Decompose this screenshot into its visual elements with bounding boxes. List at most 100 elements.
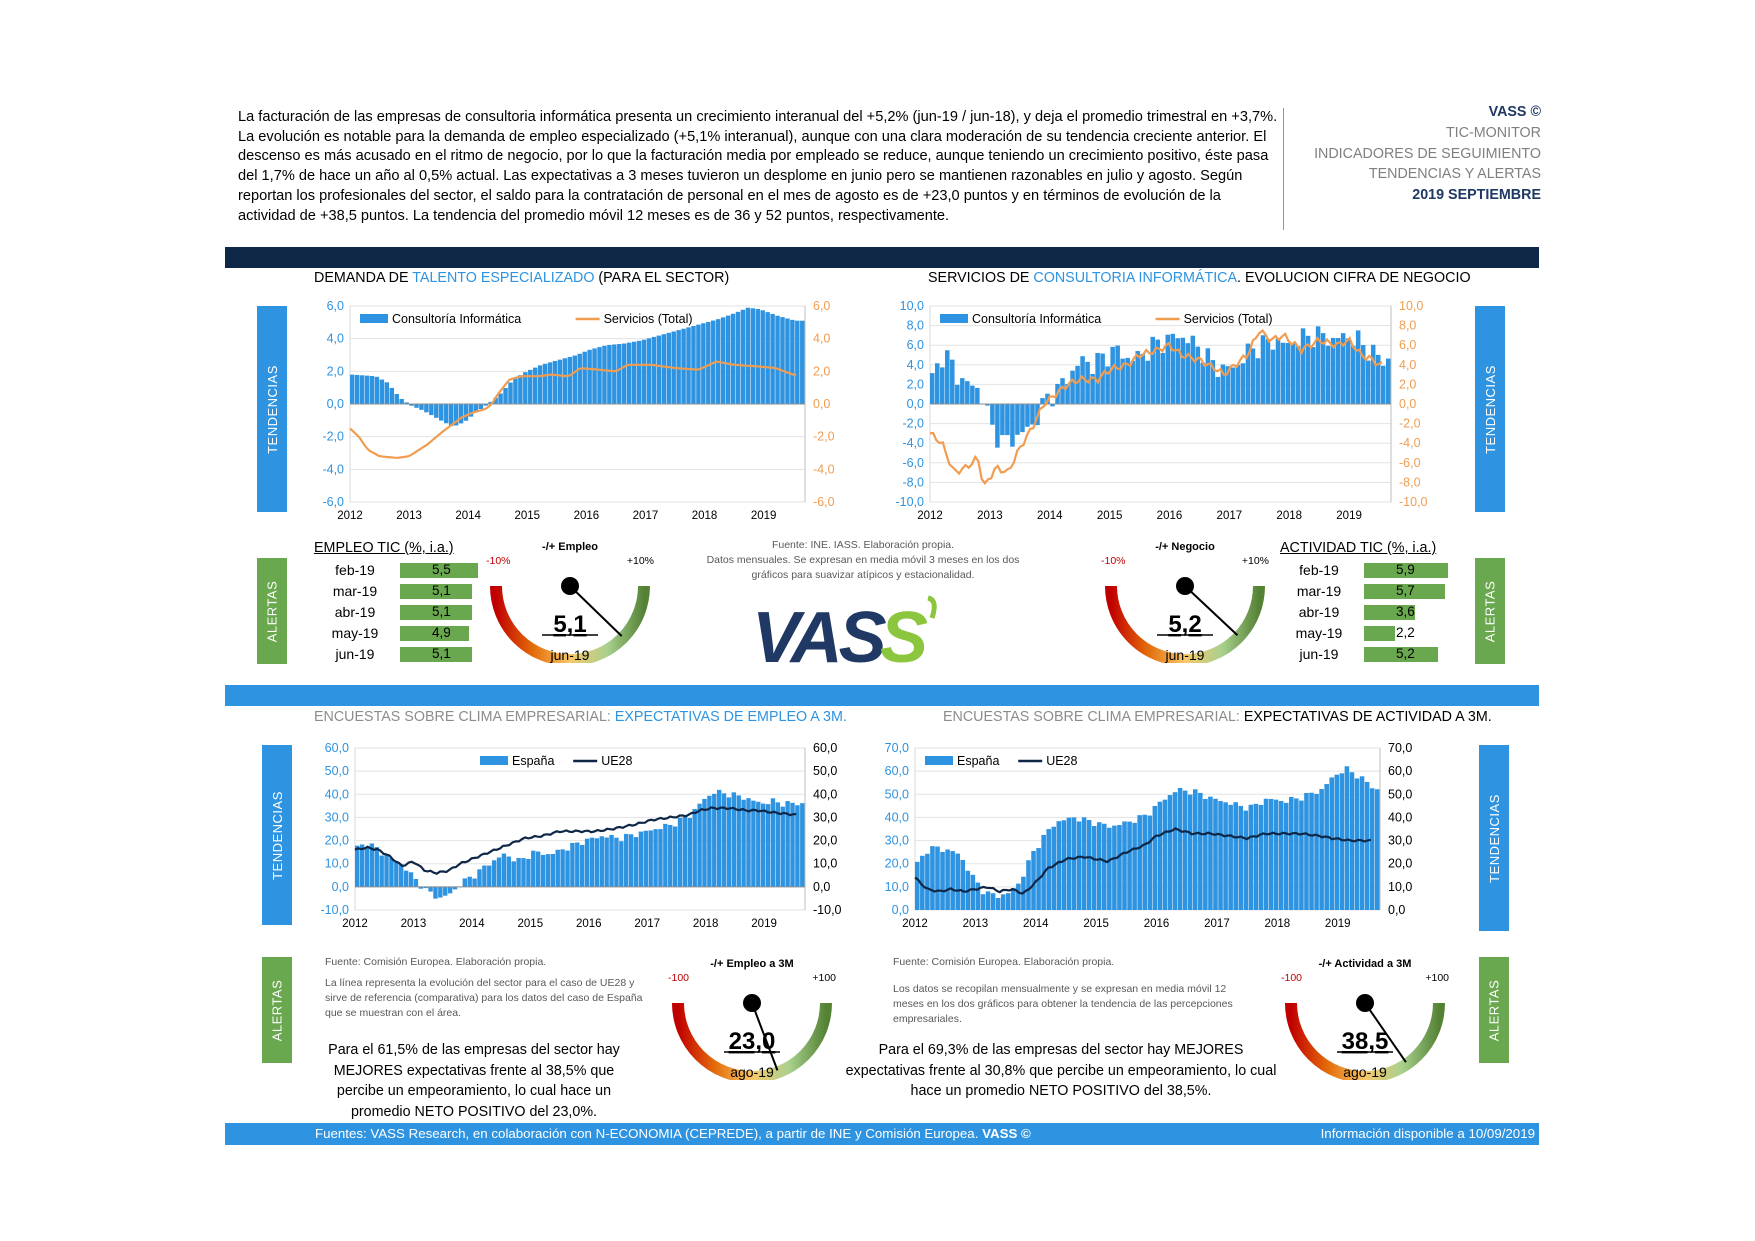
- y2-tick-label: 20,0: [813, 834, 837, 848]
- y-tick-label: 60,0: [885, 764, 909, 778]
- bar: [604, 837, 609, 887]
- y2-tick-label: 70,0: [1388, 741, 1412, 755]
- bar: [506, 856, 512, 887]
- gauge-value: 23,0: [729, 1028, 776, 1055]
- chart3-title: ENCUESTAS SOBRE CLIMA EMPRESARIAL: EXPEC…: [314, 709, 847, 725]
- gauge-needle: [1184, 585, 1239, 637]
- bar: [1364, 781, 1370, 910]
- gauge-min-label: -10%: [1101, 555, 1126, 567]
- x-tick-label: 2019: [1325, 918, 1351, 930]
- y-tick-label: -6,0: [322, 495, 344, 509]
- bar: [498, 393, 503, 404]
- bar: [355, 845, 360, 887]
- bar: [1100, 353, 1105, 404]
- bar: [1294, 798, 1299, 910]
- row-month: jun-19: [1299, 646, 1339, 662]
- bar: [1359, 776, 1365, 910]
- table-row: jun-19 5,2: [1284, 644, 1438, 664]
- header-divider: [1283, 108, 1284, 230]
- actividad-table-title: ACTIVIDAD TIC (%, i.a.): [1280, 540, 1437, 556]
- bar: [1203, 798, 1208, 910]
- bar: [408, 872, 414, 887]
- x-tick-label: 2015: [518, 918, 544, 930]
- bar: [369, 375, 375, 404]
- row-value: 5,7: [1396, 582, 1415, 598]
- y2-tick-label: -10,0: [1399, 495, 1428, 509]
- row-month: may-19: [331, 625, 379, 641]
- gauge-min-label: -100: [1281, 972, 1302, 984]
- x-tick-label: 2018: [692, 510, 718, 522]
- bar: [930, 846, 935, 910]
- bar: [1215, 376, 1221, 404]
- y-tick-label: -6,0: [902, 456, 924, 470]
- bar: [1230, 367, 1236, 404]
- bar: [1000, 404, 1005, 436]
- row-bar: [400, 625, 470, 641]
- y2-tick-label: -4,0: [1399, 436, 1421, 450]
- bar: [443, 404, 449, 424]
- gauge-max-label: +10%: [1242, 555, 1269, 567]
- bar: [404, 402, 409, 404]
- table-row: mar-19 5,1: [320, 581, 473, 601]
- bar: [1210, 360, 1216, 404]
- bar: [540, 854, 546, 887]
- row-bar: [1364, 646, 1438, 662]
- bar: [915, 861, 920, 910]
- bar: [736, 795, 741, 887]
- bar: [1218, 801, 1223, 910]
- bar: [780, 317, 785, 404]
- bar: [379, 855, 384, 887]
- bar: [364, 847, 370, 887]
- y2-tick-label: -8,0: [1399, 475, 1421, 489]
- bar: [641, 339, 647, 404]
- y-tick-label: 10,0: [900, 299, 924, 313]
- y2-tick-label: -2,0: [1399, 417, 1421, 431]
- bar: [682, 816, 688, 887]
- y2-tick-label: 30,0: [1388, 834, 1412, 848]
- bar: [374, 376, 380, 404]
- x-tick-label: 2013: [963, 918, 989, 930]
- bar: [521, 858, 526, 887]
- x-tick-label: 2014: [1023, 918, 1049, 930]
- bar: [467, 876, 472, 887]
- bar: [414, 404, 419, 408]
- row-month: jun-19: [335, 646, 375, 662]
- bar: [746, 798, 751, 887]
- bar: [1280, 342, 1286, 404]
- bar: [1268, 798, 1274, 910]
- gauge-arc: [1105, 585, 1265, 663]
- row-month: mar-19: [332, 583, 378, 599]
- y-tick-label: 6,0: [327, 299, 344, 313]
- bar: [582, 351, 587, 404]
- bar: [1155, 339, 1160, 404]
- bar: [785, 318, 790, 404]
- bar: [399, 398, 404, 404]
- bar: [1122, 821, 1127, 910]
- bar: [508, 382, 513, 404]
- table-row: may-19 2,2: [1284, 623, 1415, 643]
- bar: [1238, 805, 1244, 910]
- bar: [676, 330, 681, 404]
- bar: [1273, 799, 1279, 910]
- bar: [609, 835, 614, 887]
- legend-label: Consultoría Informática: [392, 312, 521, 326]
- table-row: mar-19 5,7: [1284, 581, 1445, 601]
- bar: [1324, 784, 1329, 910]
- legend-label: España: [957, 754, 999, 768]
- bar: [1076, 821, 1082, 910]
- bar: [1245, 343, 1251, 404]
- bar: [970, 385, 975, 404]
- bar: [1354, 778, 1360, 910]
- bar: [1340, 333, 1346, 404]
- bar: [701, 323, 706, 404]
- x-tick-label: 2017: [1204, 918, 1230, 930]
- y2-tick-label: 0,0: [1399, 397, 1416, 411]
- bar: [935, 846, 940, 910]
- svg-text:S: S: [880, 598, 928, 672]
- bar: [614, 837, 619, 887]
- bar: [692, 808, 697, 887]
- bar: [555, 849, 560, 887]
- bar: [438, 886, 443, 898]
- bar: [1275, 338, 1281, 404]
- x-tick-label: 2012: [902, 918, 928, 930]
